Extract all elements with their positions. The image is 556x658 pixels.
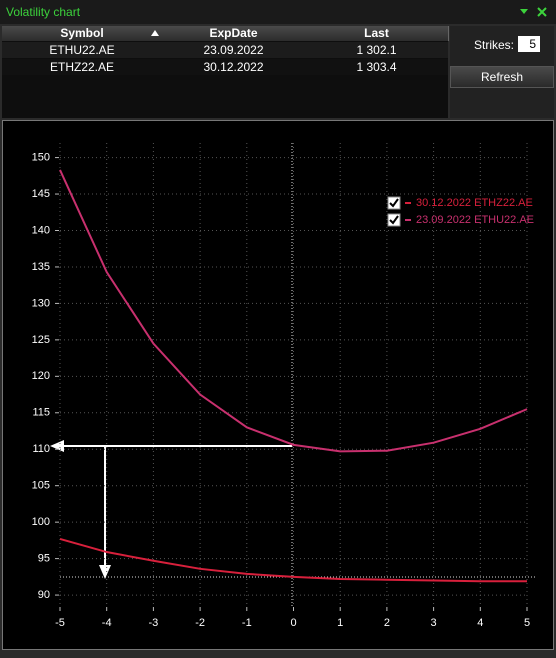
legend-check [389,215,399,225]
y-tick-label: 90 [38,589,50,601]
table-cell: 30.12.2022 [203,60,264,74]
x-tick-label: 0 [290,617,296,629]
table-cell: ETHZ22.AE [49,60,115,74]
table-cell: 1 303.4 [356,60,397,74]
legend-check [389,198,399,208]
column-header[interactable]: Symbol [2,26,163,41]
x-tick-label: 3 [431,617,437,629]
legend-label: 23.09.2022 ETHU22.AE [416,214,534,226]
column-header[interactable]: ExpDate [162,26,306,41]
x-tick-label: -4 [102,617,112,629]
y-tick-label: 150 [32,151,50,163]
x-tick-label: 5 [524,617,530,629]
x-tick-label: -3 [149,617,159,629]
x-tick-label: -2 [195,617,205,629]
x-tick-label: -1 [242,617,252,629]
y-tick-label: 110 [32,443,50,455]
window-buttons[interactable] [518,6,552,18]
table-cell: 1 302.1 [356,43,397,57]
y-tick-label: 140 [32,224,50,236]
series-line [59,169,528,453]
y-tick-label: 125 [32,334,50,346]
column-header[interactable]: Last [305,26,449,41]
refresh-button[interactable]: Refresh [450,66,554,88]
chart: 9095100105110115120125130135140145150-5-… [2,120,554,650]
x-tick-label: 4 [477,617,483,629]
legend-label: 30.12.2022 ETHZ22.AE [416,197,533,209]
x-tick-label: -5 [55,617,65,629]
x-tick-label: 2 [384,617,390,629]
title-bar: Volatility chart [0,0,556,24]
y-tick-label: 95 [38,553,50,565]
strikes-input[interactable]: 5 [518,36,540,52]
table-cell: 23.09.2022 [203,43,264,57]
sort-icon [151,30,159,36]
y-tick-label: 145 [32,188,50,200]
y-tick-label: 135 [32,261,50,273]
table-row [2,59,448,75]
y-tick-label: 115 [32,407,50,419]
y-tick-label: 100 [32,516,50,528]
x-tick-label: 1 [337,617,343,629]
table: Symbol ExpDate Last ETHU22.AE 23.09.2022 1 30… [2,26,449,118]
series-line [59,537,527,583]
table-cell: ETHU22.AE [49,43,115,57]
y-tick-label: 120 [32,370,50,382]
y-tick-label: 105 [32,480,50,492]
table-row [2,42,448,58]
window-title: Volatility chart [6,5,81,19]
strikes-label: Strikes: [474,38,515,52]
y-tick-label: 130 [32,297,50,309]
